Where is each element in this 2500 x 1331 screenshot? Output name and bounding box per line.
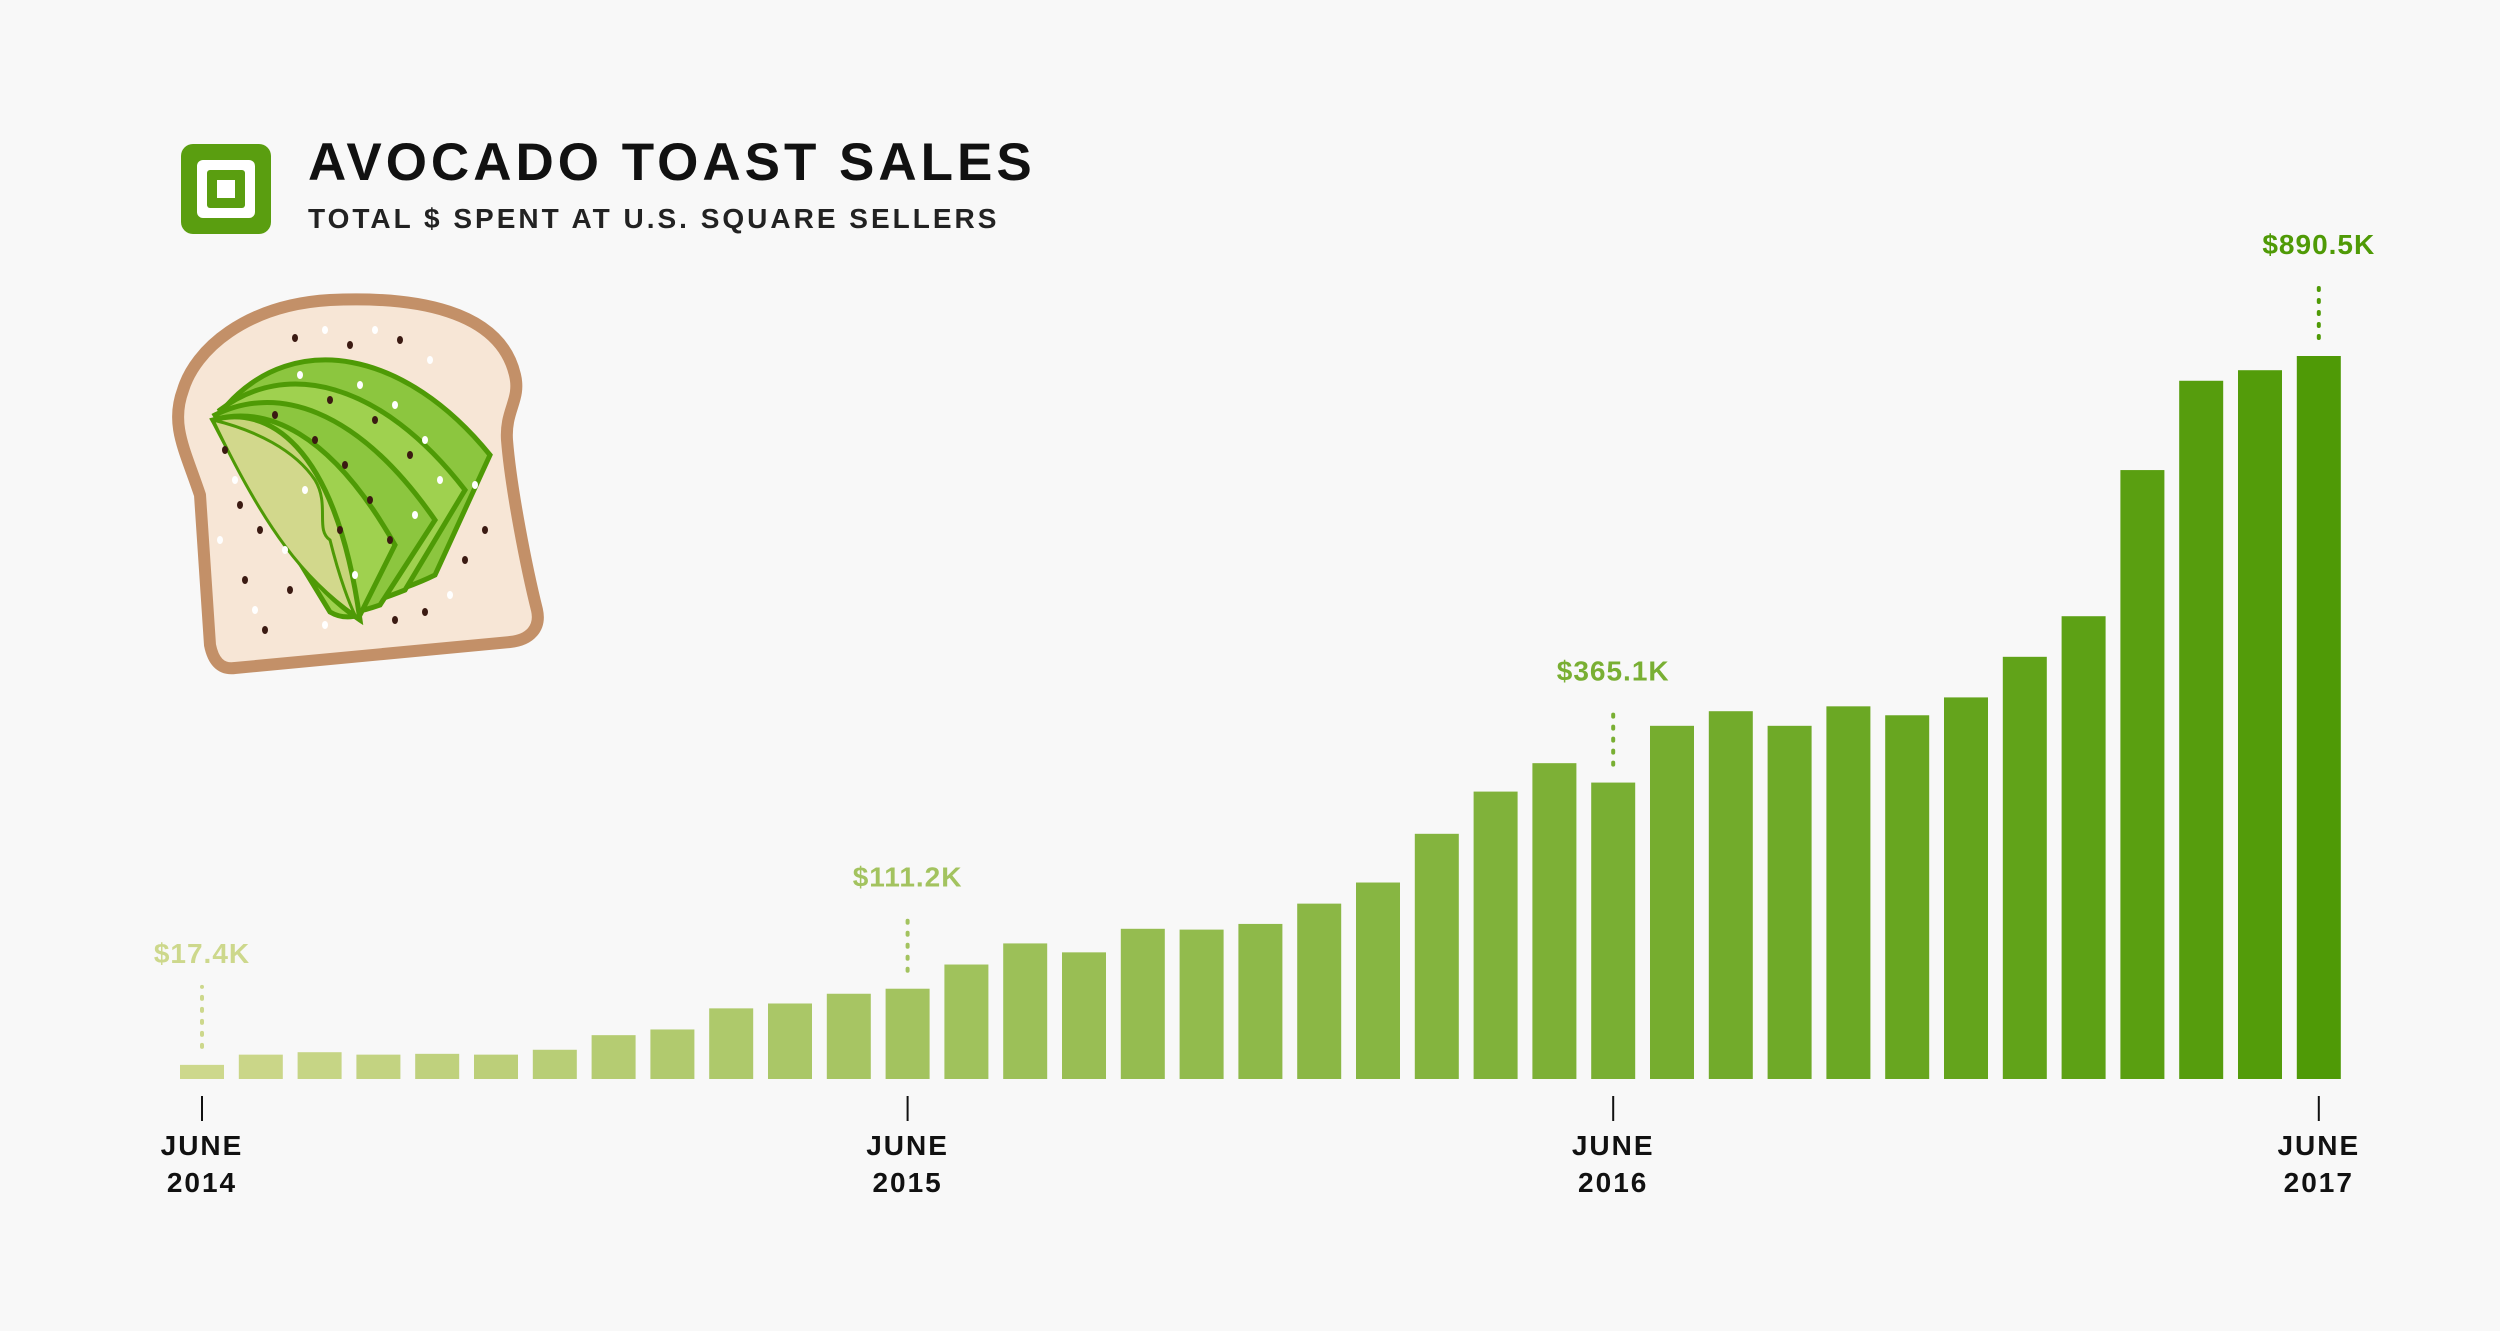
- x-tick-label-year: 2017: [2284, 1167, 2354, 1198]
- data-label: $17.4K: [154, 938, 250, 969]
- bar: [2179, 380, 2224, 1079]
- bar: [944, 964, 989, 1079]
- bar: [1003, 943, 1048, 1079]
- bar: [415, 1053, 460, 1079]
- bar: [474, 1054, 518, 1079]
- bar: [1238, 923, 1283, 1079]
- bar: [1062, 952, 1106, 1079]
- bar: [768, 1003, 812, 1079]
- bar: [532, 1049, 577, 1079]
- bar: [180, 1064, 224, 1079]
- bar: [1179, 929, 1224, 1079]
- bar: [1297, 903, 1342, 1079]
- bar: [2120, 470, 2165, 1080]
- bar: [1650, 725, 1694, 1079]
- data-label: $890.5K: [2262, 229, 2375, 260]
- bar: [1414, 833, 1459, 1079]
- bar: [2061, 616, 2106, 1079]
- data-label: $111.2K: [853, 862, 963, 893]
- bar: [1120, 928, 1165, 1079]
- bar: [1826, 706, 1871, 1079]
- bar: [1767, 725, 1812, 1079]
- bar: [356, 1054, 401, 1079]
- bar: [650, 1029, 695, 1079]
- x-tick-label-month: JUNE: [1572, 1130, 1655, 1161]
- bar: [297, 1052, 342, 1079]
- avocado-toast-icon: [172, 293, 544, 675]
- bar: [1944, 697, 1988, 1079]
- x-tick-label-month: JUNE: [2277, 1130, 2360, 1161]
- bar: [1473, 791, 1518, 1079]
- bar: [591, 1035, 636, 1079]
- bar: [2002, 656, 2047, 1079]
- x-tick-label-year: 2014: [167, 1167, 237, 1198]
- bar: [709, 1008, 754, 1079]
- bar: [1591, 782, 1636, 1079]
- x-tick-label-year: 2015: [872, 1167, 942, 1198]
- x-tick-label-year: 2016: [1578, 1167, 1648, 1198]
- bar: [1532, 763, 1577, 1079]
- bar: [2296, 356, 2341, 1079]
- x-tick-label-month: JUNE: [866, 1130, 949, 1161]
- x-tick-label-month: JUNE: [161, 1130, 244, 1161]
- chart-title: AVOCADO TOAST SALES: [308, 133, 1036, 192]
- bar: [1885, 715, 1930, 1079]
- chart-subtitle: TOTAL $ SPENT AT U.S. SQUARE SELLERS: [308, 203, 1000, 234]
- bar: [238, 1054, 283, 1079]
- square-logo-icon: [181, 144, 271, 234]
- bar: [1356, 882, 1400, 1079]
- bar: [1708, 711, 1753, 1079]
- bar: [826, 993, 871, 1079]
- bar: [885, 988, 930, 1079]
- bar: [2238, 370, 2282, 1079]
- data-label: $365.1K: [1557, 656, 1670, 687]
